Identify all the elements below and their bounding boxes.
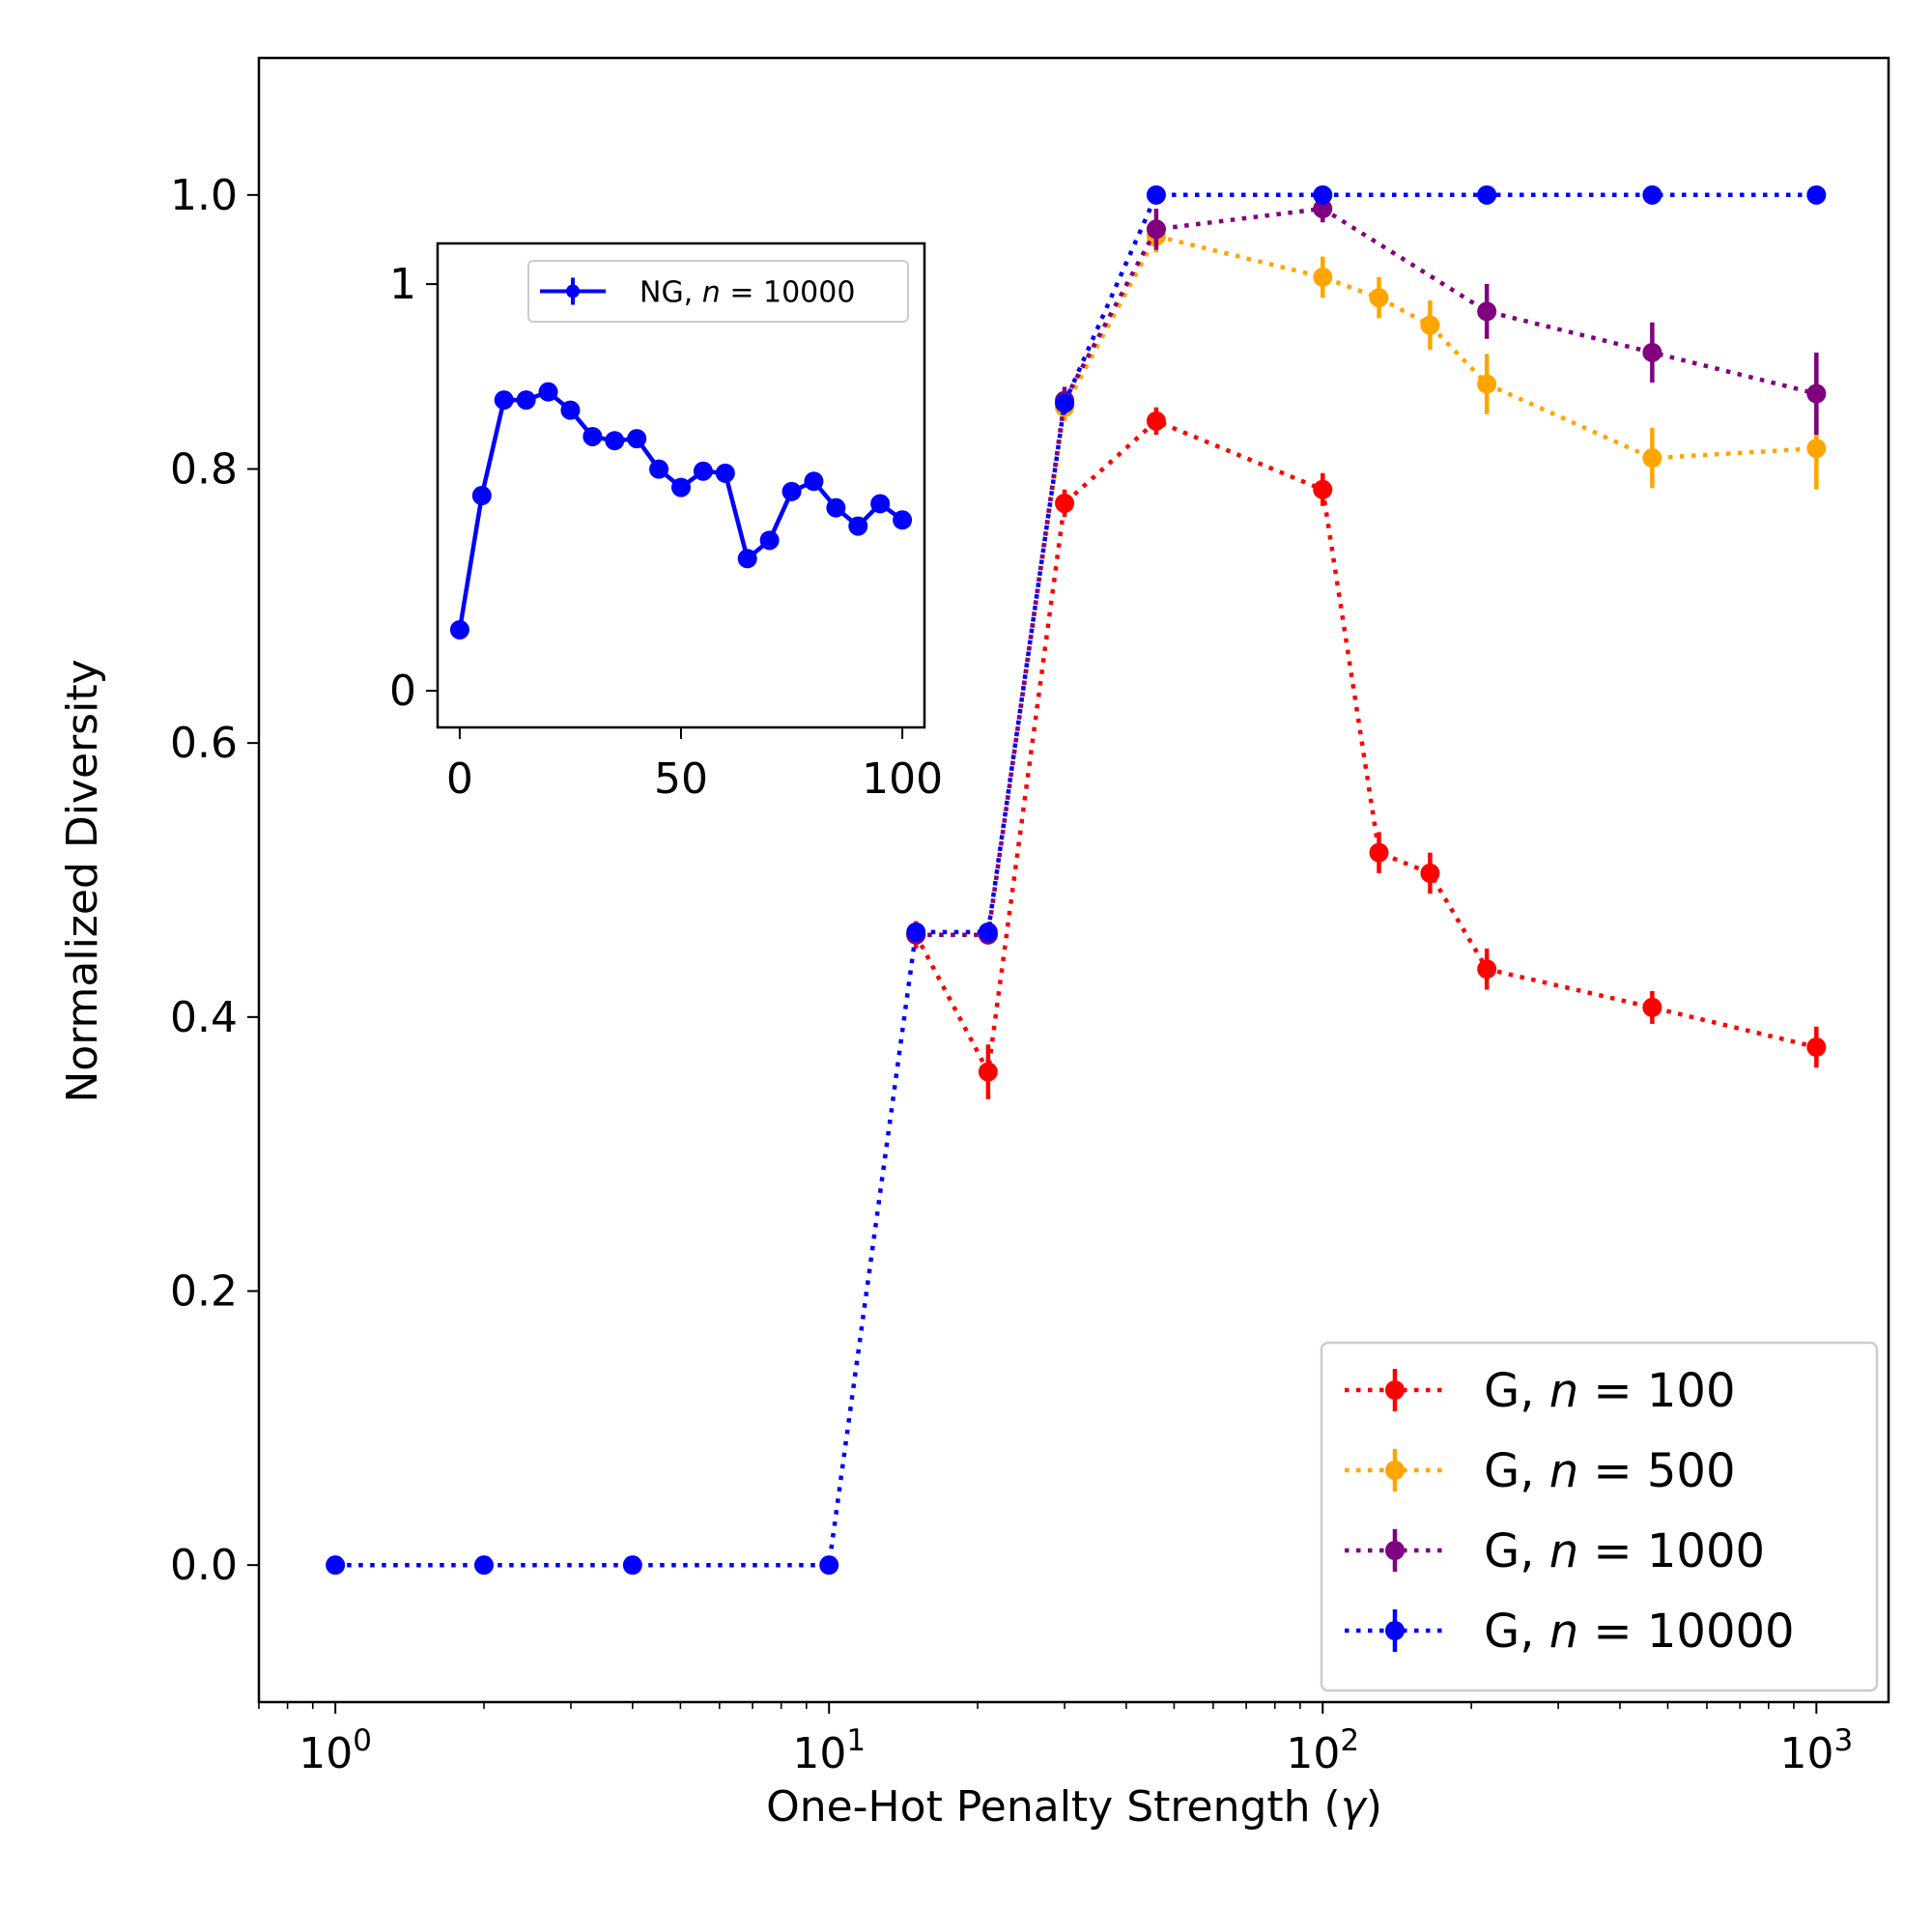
inset-x-tick-label: 50 (654, 754, 708, 804)
main-plot-data (326, 185, 1827, 1576)
legend-entry-label: G, n = 1000 (1484, 1524, 1765, 1578)
inset-data-point (870, 494, 891, 514)
inset-series-0 (449, 382, 913, 639)
data-point (1642, 185, 1662, 205)
data-point (1477, 301, 1497, 322)
data-point (622, 1555, 642, 1576)
data-point (1642, 342, 1662, 362)
y-tick-label: 0.6 (170, 719, 238, 768)
legend-marker (1385, 1380, 1405, 1400)
inset-data-point (671, 477, 691, 497)
series-3 (326, 185, 1827, 1576)
x-tick-label: 100 (298, 1723, 372, 1778)
inset-data-point (627, 429, 647, 449)
inset-x-tick-label: 0 (446, 754, 473, 804)
inset-data-point (693, 461, 713, 481)
data-point (906, 922, 926, 942)
inset-data-point (449, 619, 469, 639)
inset-legend-box (527, 260, 909, 323)
legend-entry-label: G, n = 100 (1484, 1364, 1736, 1418)
x-axis-label: One-Hot Penalty Strength (γ) (766, 1782, 1382, 1832)
inset-data-point (715, 463, 735, 483)
inset-data-point (605, 431, 625, 451)
data-point (1806, 439, 1827, 459)
inset-legend-marker (566, 284, 580, 298)
legend-entry-label: G, n = 500 (1484, 1444, 1736, 1498)
main-plot-frame (257, 56, 1890, 1704)
inset-data-point (781, 481, 802, 501)
data-point (1420, 863, 1440, 883)
data-point (1055, 493, 1075, 513)
inset-y-tick-label: 1 (389, 260, 416, 309)
data-point (1313, 185, 1333, 205)
inset-data-point (649, 459, 669, 479)
legend-box (1320, 1341, 1879, 1692)
data-point (326, 1555, 346, 1576)
inset-data-point (737, 549, 757, 569)
inset-data-point (516, 390, 536, 411)
x-tick-label: 103 (1779, 1723, 1853, 1778)
y-tick-label: 0.0 (170, 1541, 238, 1590)
data-point (1369, 842, 1389, 863)
data-point (978, 1062, 998, 1082)
x-tick-label: 102 (1286, 1723, 1359, 1778)
data-point (1477, 185, 1497, 205)
inset-data-point (538, 382, 558, 402)
y-tick-label: 1.0 (170, 171, 238, 220)
data-point (474, 1555, 495, 1576)
data-point (1313, 267, 1333, 287)
data-point (1477, 374, 1497, 394)
inset-data-point (826, 497, 846, 518)
inset-data-point (848, 516, 868, 536)
y-tick-label: 0.8 (170, 445, 238, 495)
legend-marker (1385, 1621, 1405, 1640)
y-tick-label: 0.4 (170, 993, 238, 1042)
inset-x-tick-label: 100 (862, 754, 943, 804)
legend-entry-label: G, n = 10000 (1484, 1605, 1795, 1659)
legend-marker (1385, 1541, 1405, 1560)
y-tick-label: 0.2 (170, 1267, 238, 1317)
data-point (1806, 384, 1827, 404)
legend-marker (1385, 1461, 1405, 1480)
inset-data-point (759, 530, 780, 551)
data-point (1313, 199, 1333, 219)
inset-data-point (893, 510, 913, 530)
data-point (1055, 393, 1075, 413)
data-point (1642, 448, 1662, 469)
data-point (1369, 288, 1389, 308)
data-point (1806, 185, 1827, 205)
main-legend: G, n = 100 G, n = 500 G, n = 1000 G, n = 10… (1320, 1341, 1879, 1692)
series-line (914, 418, 1817, 1079)
y-axis-label: Normalized Diversity (58, 659, 107, 1102)
data-point (1146, 411, 1166, 431)
inset-data-point (582, 426, 603, 446)
data-point (819, 1555, 839, 1576)
inset-data-point (560, 400, 581, 420)
inset-legend-label: NG, n = 10000 (639, 276, 855, 310)
data-point (1642, 997, 1662, 1017)
data-point (1420, 315, 1440, 335)
inset-data-point (494, 390, 514, 411)
data-point (1313, 479, 1333, 499)
x-tick-label: 101 (792, 1723, 866, 1778)
data-point (1806, 1037, 1827, 1058)
data-point (1477, 959, 1497, 980)
data-point (1146, 185, 1166, 205)
inset-y-tick-label: 0 (389, 667, 416, 716)
data-point (1146, 219, 1166, 240)
inset-data-point (804, 471, 824, 492)
inset-data-point (471, 486, 492, 506)
inset-plot: 0 50 100 0 1 NG, n = 10000 (389, 242, 943, 804)
data-point (978, 922, 998, 942)
